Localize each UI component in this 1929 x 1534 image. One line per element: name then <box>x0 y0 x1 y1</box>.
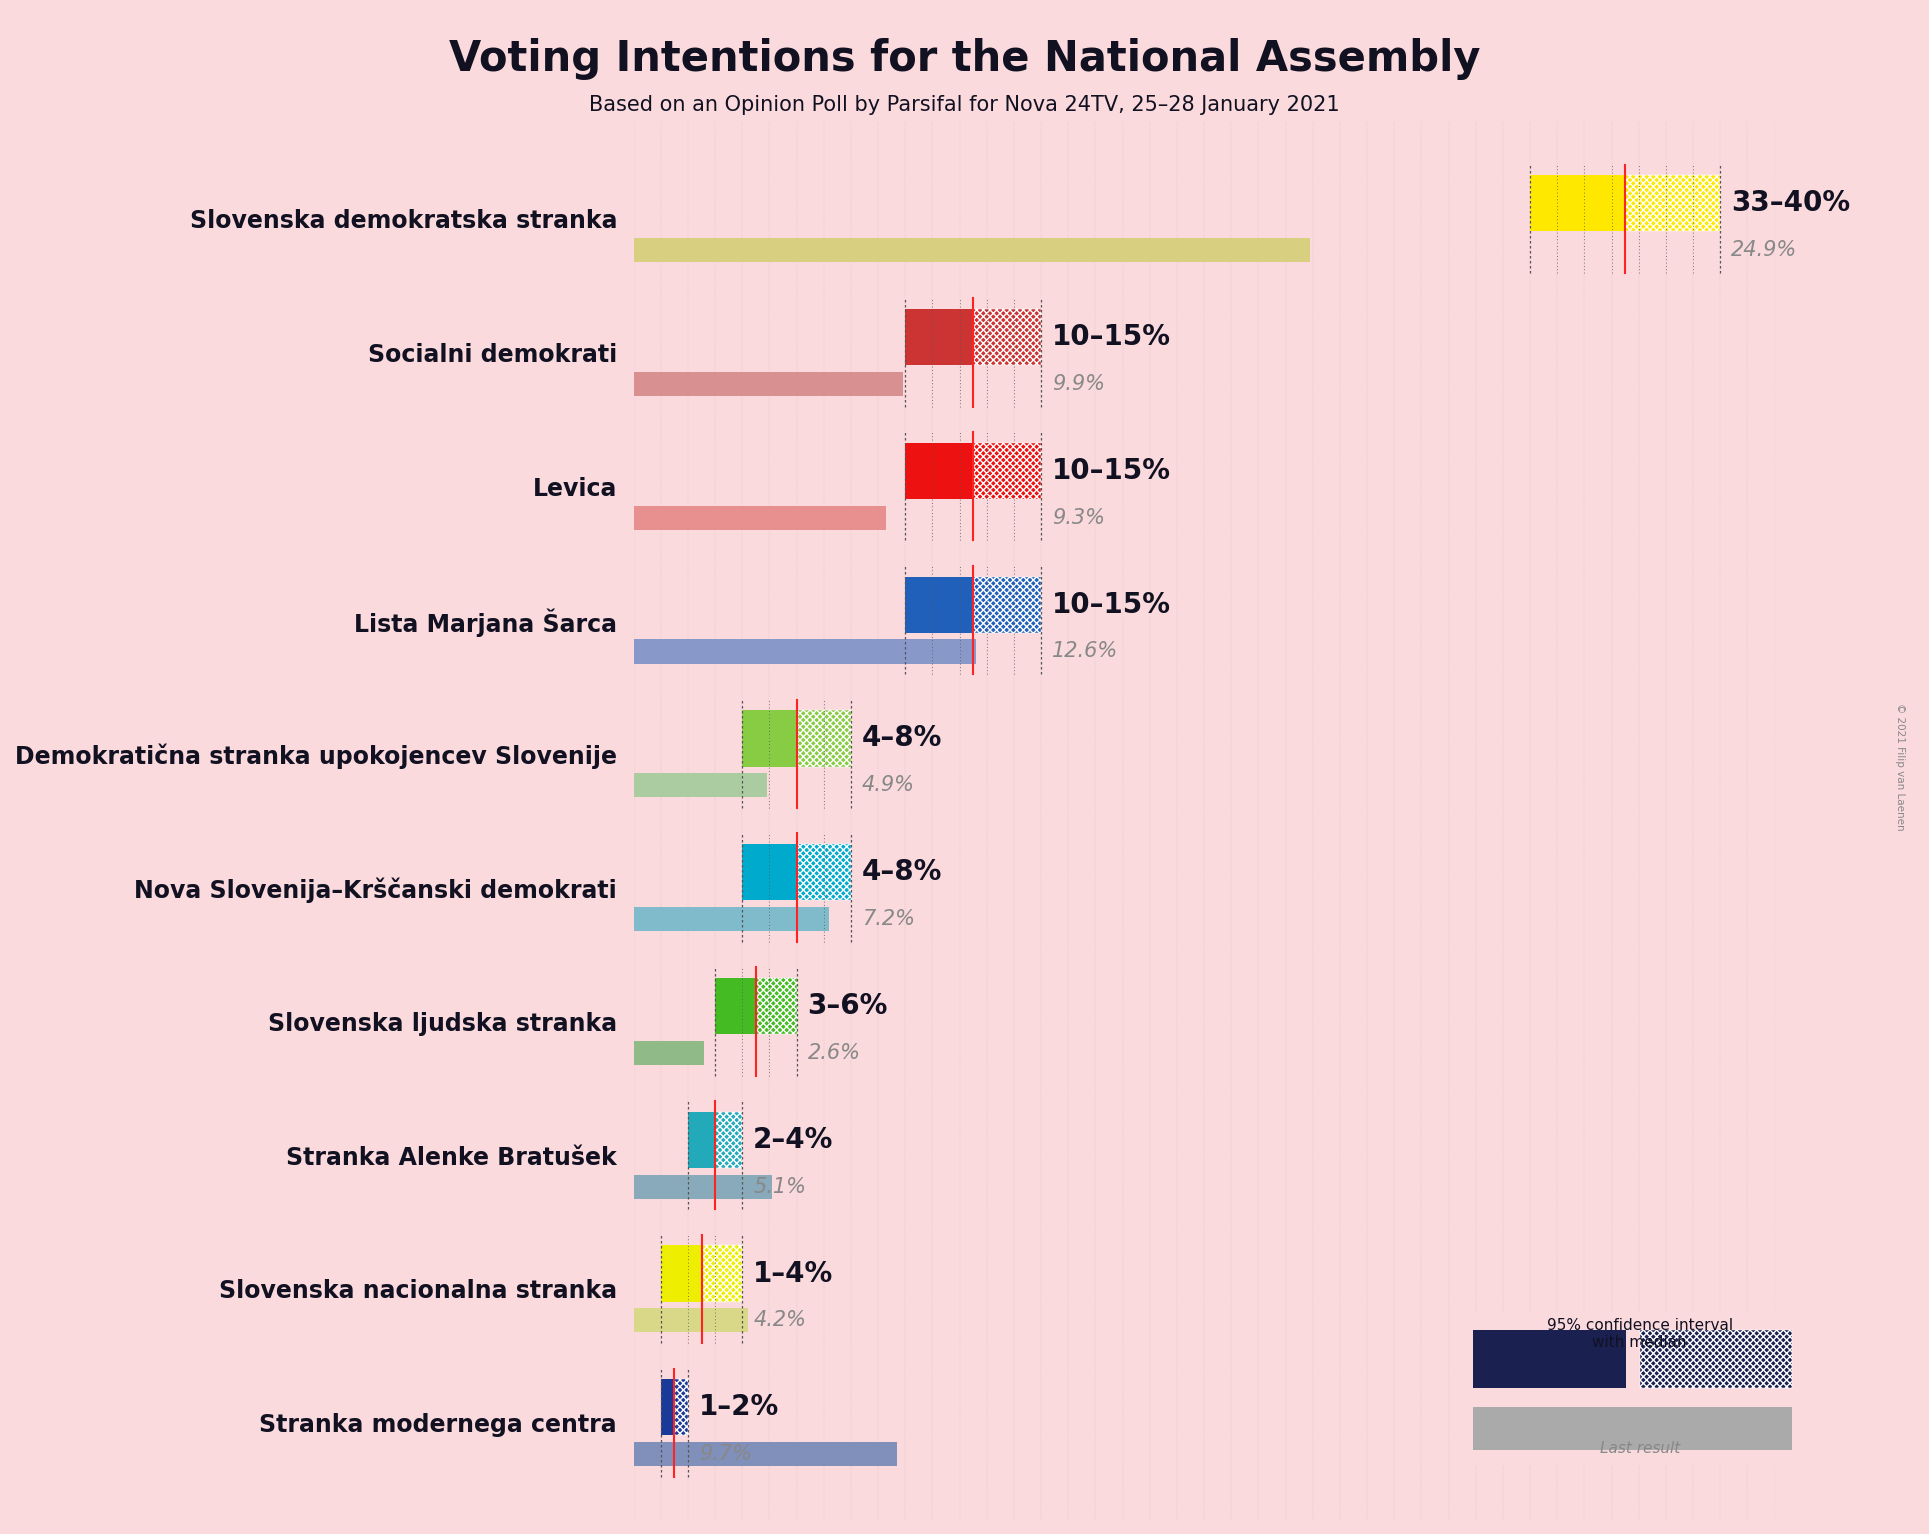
Bar <box>633 773 768 798</box>
Bar <box>756 977 797 1034</box>
Bar <box>633 1309 748 1333</box>
Bar <box>633 506 885 529</box>
Bar <box>1626 175 1721 232</box>
Text: 10–15%: 10–15% <box>1051 324 1171 351</box>
Bar <box>974 577 1042 632</box>
Bar <box>905 577 974 632</box>
Bar <box>797 710 851 767</box>
Bar <box>743 710 797 767</box>
Text: 4.2%: 4.2% <box>752 1310 806 1330</box>
Bar <box>905 308 974 365</box>
Text: Voting Intentions for the National Assembly: Voting Intentions for the National Assem… <box>449 38 1480 80</box>
Text: 4–8%: 4–8% <box>862 858 941 887</box>
Bar <box>797 844 851 900</box>
Text: 33–40%: 33–40% <box>1730 189 1850 218</box>
Text: 10–15%: 10–15% <box>1051 457 1171 485</box>
Text: 10–15%: 10–15% <box>1051 591 1171 618</box>
Bar <box>716 977 756 1034</box>
Bar <box>1474 1330 1626 1388</box>
Bar <box>662 1379 675 1436</box>
Text: © 2021 Filip van Laenen: © 2021 Filip van Laenen <box>1894 703 1906 831</box>
Bar <box>633 640 976 664</box>
Bar <box>633 238 1310 262</box>
Bar <box>702 1246 743 1302</box>
Text: 95% confidence interval
with median: 95% confidence interval with median <box>1547 1318 1732 1350</box>
Bar <box>633 1040 704 1065</box>
Bar <box>662 1246 702 1302</box>
Text: 7.2%: 7.2% <box>862 910 914 930</box>
Bar <box>633 907 829 931</box>
Text: 4–8%: 4–8% <box>862 724 941 752</box>
Bar <box>974 308 1042 365</box>
Bar <box>675 1379 689 1436</box>
Text: 1–2%: 1–2% <box>698 1393 779 1422</box>
Bar <box>743 844 797 900</box>
Text: 9.9%: 9.9% <box>1051 374 1105 394</box>
Text: Last result: Last result <box>1599 1440 1680 1456</box>
Bar <box>1640 1330 1792 1388</box>
Text: 9.7%: 9.7% <box>698 1443 752 1463</box>
Text: 3–6%: 3–6% <box>808 992 887 1020</box>
Text: 1–4%: 1–4% <box>752 1259 833 1287</box>
Bar <box>1474 1407 1792 1450</box>
Bar <box>633 371 903 396</box>
Text: 2.6%: 2.6% <box>808 1043 860 1063</box>
Bar <box>633 1175 772 1198</box>
Text: 24.9%: 24.9% <box>1730 241 1798 261</box>
Bar <box>905 443 974 499</box>
Bar <box>974 443 1042 499</box>
Bar <box>716 1112 743 1167</box>
Text: 5.1%: 5.1% <box>752 1177 806 1197</box>
Text: Based on an Opinion Poll by Parsifal for Nova 24TV, 25–28 January 2021: Based on an Opinion Poll by Parsifal for… <box>588 95 1341 115</box>
Text: 9.3%: 9.3% <box>1051 508 1105 528</box>
Text: 12.6%: 12.6% <box>1051 641 1119 661</box>
Bar <box>633 1442 897 1467</box>
Bar <box>689 1112 716 1167</box>
Text: 4.9%: 4.9% <box>862 775 914 795</box>
Text: 2–4%: 2–4% <box>752 1126 833 1154</box>
Bar <box>1530 175 1626 232</box>
